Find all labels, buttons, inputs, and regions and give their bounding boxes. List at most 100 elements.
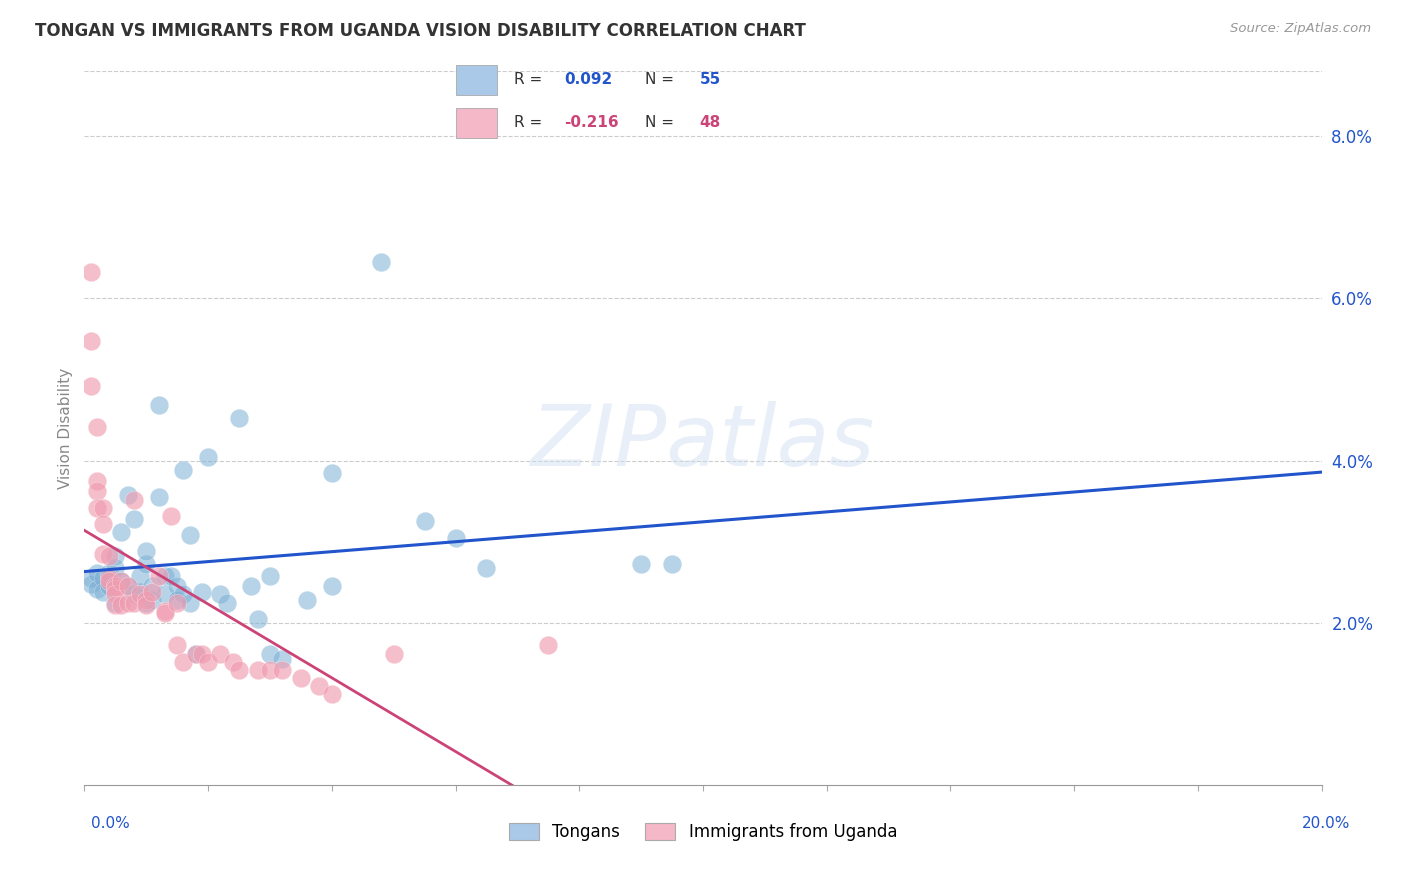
- Point: [86, 419, 108, 434]
- Point: [141, 585, 163, 599]
- Point: [209, 587, 232, 601]
- Point: [160, 508, 183, 523]
- Point: [129, 568, 152, 582]
- Point: [135, 598, 157, 612]
- Text: N =: N =: [645, 72, 679, 87]
- Point: [179, 528, 201, 542]
- Point: [122, 492, 145, 507]
- Point: [321, 579, 343, 593]
- Point: [122, 595, 145, 609]
- Point: [197, 655, 219, 669]
- Text: 48: 48: [699, 115, 721, 130]
- Point: [259, 568, 281, 582]
- FancyBboxPatch shape: [457, 65, 496, 95]
- Point: [191, 647, 214, 661]
- Point: [104, 587, 127, 601]
- Point: [191, 585, 214, 599]
- Point: [382, 647, 405, 661]
- Point: [141, 579, 163, 593]
- Text: R =: R =: [513, 72, 547, 87]
- Point: [153, 568, 176, 582]
- Point: [148, 568, 170, 582]
- Point: [166, 639, 188, 653]
- Legend: Tongans, Immigrants from Uganda: Tongans, Immigrants from Uganda: [502, 816, 904, 848]
- Point: [537, 639, 560, 653]
- Point: [630, 558, 652, 572]
- Point: [79, 577, 101, 591]
- Point: [246, 663, 269, 677]
- Point: [86, 582, 108, 596]
- Point: [98, 574, 121, 588]
- Point: [153, 606, 176, 620]
- Point: [148, 490, 170, 504]
- Text: R =: R =: [513, 115, 547, 130]
- Point: [91, 516, 114, 531]
- Point: [135, 593, 157, 607]
- Point: [122, 512, 145, 526]
- FancyBboxPatch shape: [457, 108, 496, 138]
- Point: [104, 598, 127, 612]
- Point: [246, 612, 269, 626]
- Point: [148, 399, 170, 413]
- Text: 55: 55: [699, 72, 721, 87]
- Point: [104, 582, 127, 596]
- Point: [117, 579, 139, 593]
- Point: [222, 655, 245, 669]
- Point: [117, 579, 139, 593]
- Point: [160, 568, 183, 582]
- Text: 0.092: 0.092: [564, 72, 613, 87]
- Point: [110, 574, 132, 588]
- Text: N =: N =: [645, 115, 679, 130]
- Point: [129, 585, 152, 599]
- Point: [184, 647, 207, 661]
- Point: [370, 255, 392, 269]
- Point: [86, 474, 108, 488]
- Y-axis label: Vision Disability: Vision Disability: [58, 368, 73, 489]
- Point: [129, 587, 152, 601]
- Text: Source: ZipAtlas.com: Source: ZipAtlas.com: [1230, 22, 1371, 36]
- Point: [104, 579, 127, 593]
- Point: [110, 574, 132, 588]
- Point: [228, 411, 250, 425]
- Text: 20.0%: 20.0%: [1302, 816, 1350, 831]
- Point: [91, 585, 114, 599]
- Point: [259, 663, 281, 677]
- Point: [321, 466, 343, 480]
- Point: [117, 488, 139, 502]
- Point: [166, 595, 188, 609]
- Point: [135, 558, 157, 572]
- Point: [197, 450, 219, 464]
- Point: [98, 549, 121, 564]
- Point: [209, 647, 232, 661]
- Point: [259, 647, 281, 661]
- Text: 0.0%: 0.0%: [91, 816, 131, 831]
- Point: [215, 595, 238, 609]
- Point: [122, 587, 145, 601]
- Point: [240, 579, 263, 593]
- Point: [104, 595, 127, 609]
- Point: [135, 544, 157, 558]
- Point: [91, 500, 114, 515]
- Point: [166, 593, 188, 607]
- Point: [184, 647, 207, 661]
- Point: [166, 579, 188, 593]
- Point: [295, 593, 318, 607]
- Point: [153, 604, 176, 618]
- Point: [86, 500, 108, 515]
- Point: [271, 663, 294, 677]
- Point: [172, 463, 194, 477]
- Point: [98, 579, 121, 593]
- Point: [79, 334, 101, 348]
- Point: [117, 595, 139, 609]
- Point: [271, 652, 294, 666]
- Point: [98, 566, 121, 580]
- Point: [413, 515, 436, 529]
- Point: [661, 558, 683, 572]
- Point: [79, 571, 101, 585]
- Point: [110, 598, 132, 612]
- Text: TONGAN VS IMMIGRANTS FROM UGANDA VISION DISABILITY CORRELATION CHART: TONGAN VS IMMIGRANTS FROM UGANDA VISION …: [35, 22, 806, 40]
- Text: ZIPatlas: ZIPatlas: [531, 401, 875, 484]
- Point: [86, 566, 108, 581]
- Point: [98, 571, 121, 585]
- Point: [86, 484, 108, 499]
